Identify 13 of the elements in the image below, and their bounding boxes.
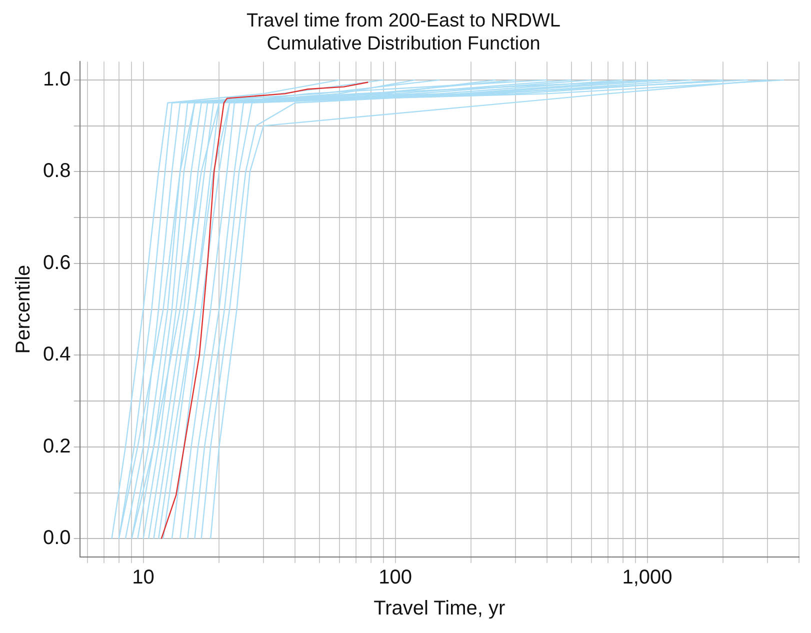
y-tick-label: 0.8	[42, 160, 71, 182]
y-tick-label: 0.4	[42, 344, 71, 366]
x-tick-label: 1,000	[622, 566, 672, 589]
chart-subtitle: Cumulative Distribution Function	[266, 33, 540, 54]
y-tick-label: 1.0	[42, 68, 71, 90]
x-tick-label: 10	[132, 566, 154, 589]
y-tick-label: 0.2	[42, 435, 71, 458]
y-tick-label: 0.6	[42, 252, 71, 274]
chart-title: Travel time from 200-East to NRDWL	[246, 10, 560, 32]
x-tick-label: 100	[378, 566, 412, 589]
x-axis-title: Travel Time, yr	[374, 598, 506, 620]
y-axis-title: Percentile	[12, 264, 35, 354]
y-tick-label: 0.0	[42, 527, 71, 550]
